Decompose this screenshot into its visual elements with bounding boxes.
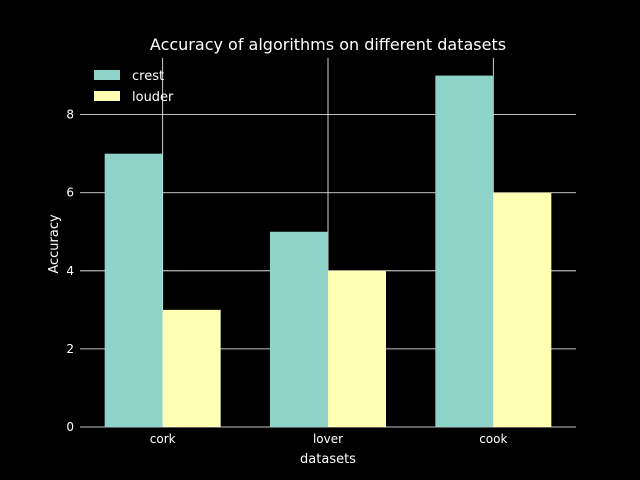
x-tick-label: cook <box>479 432 507 446</box>
bar-louder-lover <box>328 270 386 427</box>
bar-louder-cork <box>162 309 221 427</box>
y-tick-label: 4 <box>66 264 74 278</box>
bar-louder-cook <box>493 192 552 427</box>
y-tick-label: 2 <box>66 342 74 356</box>
legend: crest louder <box>94 69 174 105</box>
x-axis: cork lover cook <box>150 432 508 446</box>
bars-layer <box>104 75 552 428</box>
bar-crest-lover <box>270 231 328 427</box>
x-tick-label: cork <box>150 432 176 446</box>
y-axis: 0 2 4 6 8 <box>66 108 74 434</box>
x-axis-label: datasets <box>300 452 356 467</box>
x-tick-label: lover <box>313 432 343 446</box>
y-tick-label: 0 <box>66 420 74 434</box>
chart-title: Accuracy of algorithms on different data… <box>150 35 506 54</box>
y-tick-label: 6 <box>66 186 74 200</box>
bar-crest-cork <box>104 153 163 427</box>
legend-swatch-louder <box>94 91 120 101</box>
y-tick-label: 8 <box>66 108 74 122</box>
legend-label-louder: louder <box>132 90 174 105</box>
bar-crest-cook <box>435 75 494 428</box>
legend-label-crest: crest <box>132 69 164 84</box>
legend-swatch-crest <box>94 70 120 80</box>
y-axis-label: Accuracy <box>47 214 62 274</box>
